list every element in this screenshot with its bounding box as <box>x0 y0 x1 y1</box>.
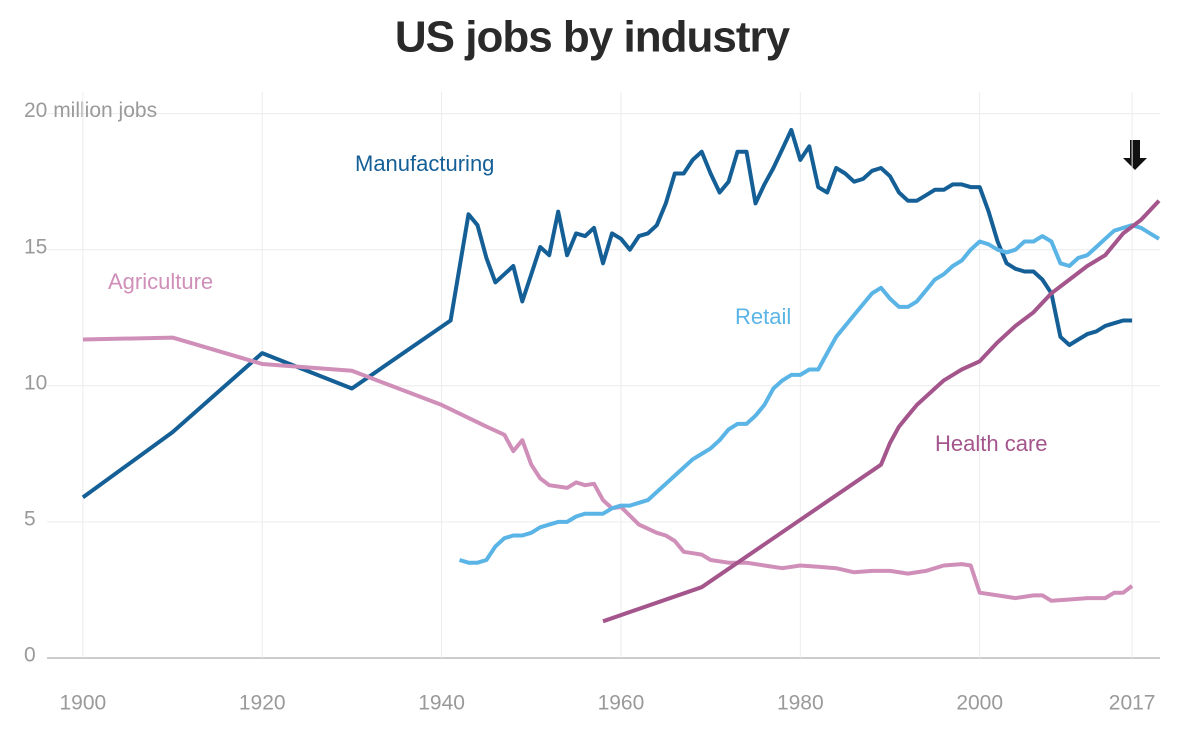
y-tick-label: 20 million jobs <box>24 99 157 122</box>
y-tick-label: 0 <box>24 644 36 667</box>
x-tick-label: 1940 <box>418 692 465 715</box>
x-tick-label: 1960 <box>598 692 645 715</box>
series-line <box>602 199 1161 624</box>
y-tick-label: 5 <box>24 507 36 530</box>
x-tick-label: 1980 <box>777 692 824 715</box>
y-tick-label: 10 <box>24 371 47 394</box>
series-label: Retail <box>735 304 791 329</box>
series-line <box>81 127 1133 500</box>
series-line <box>458 223 1161 565</box>
x-tick-label: 2017 <box>1109 692 1156 715</box>
y-tick-label: 15 <box>24 235 47 258</box>
x-tick-label: 2000 <box>956 692 1003 715</box>
series-line <box>82 335 1134 603</box>
x-tick-label: 1920 <box>239 692 286 715</box>
chart-title: US jobs by industry <box>395 13 791 62</box>
series-label: Agriculture <box>108 269 213 294</box>
x-tick-label: 1900 <box>60 692 107 715</box>
series-label: Health care <box>935 431 1048 456</box>
arrow-icon <box>1123 140 1147 170</box>
series-label: Manufacturing <box>355 151 494 176</box>
